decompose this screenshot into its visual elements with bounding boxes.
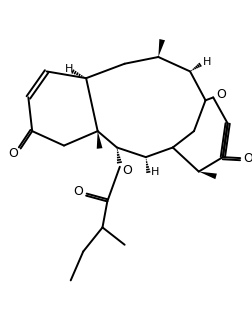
Polygon shape (198, 171, 216, 179)
Text: O: O (242, 152, 252, 165)
Text: O: O (8, 147, 18, 160)
Polygon shape (158, 39, 164, 57)
Text: H: H (202, 57, 211, 67)
Text: O: O (122, 164, 132, 177)
Text: H: H (64, 64, 73, 74)
Text: O: O (73, 185, 83, 198)
Text: H: H (151, 167, 159, 177)
Polygon shape (96, 131, 102, 149)
Text: O: O (215, 88, 225, 101)
